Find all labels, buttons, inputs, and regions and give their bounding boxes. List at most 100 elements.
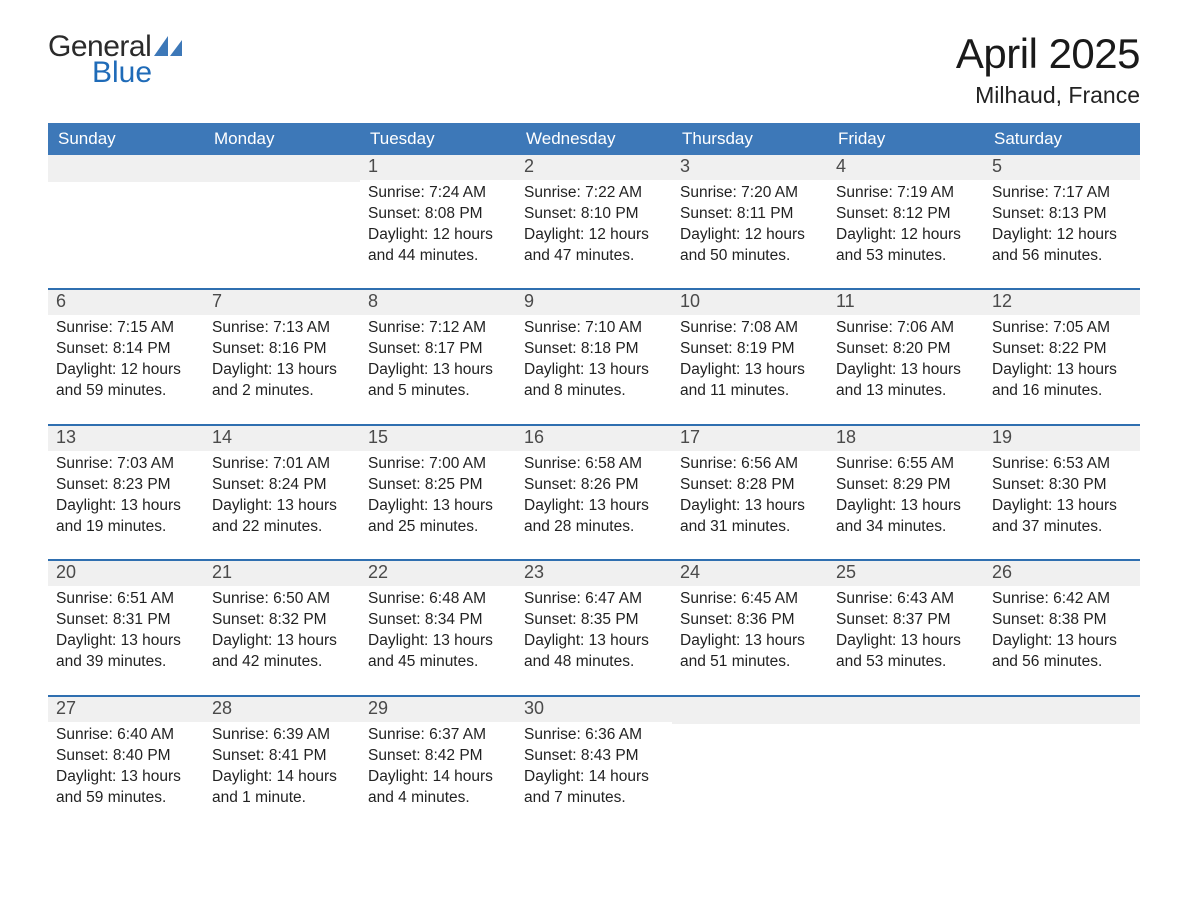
calendar-day: 28Sunrise: 6:39 AMSunset: 8:41 PMDayligh… [204, 696, 360, 830]
day-details: Sunrise: 7:13 AMSunset: 8:16 PMDaylight:… [204, 315, 360, 424]
day-number [48, 155, 204, 182]
weekday-header: Monday [204, 123, 360, 155]
day-details: Sunrise: 6:36 AMSunset: 8:43 PMDaylight:… [516, 722, 672, 831]
calendar-day: 3Sunrise: 7:20 AMSunset: 8:11 PMDaylight… [672, 155, 828, 289]
day-details [48, 182, 204, 207]
day-number: 26 [984, 561, 1140, 586]
brand-logo: General Blue [48, 30, 182, 90]
day-details [672, 724, 828, 749]
day-number: 29 [360, 697, 516, 722]
daylight-line: Daylight: 13 hours and 48 minutes. [524, 631, 664, 673]
sunset-line: Sunset: 8:24 PM [212, 475, 352, 496]
day-number: 13 [48, 426, 204, 451]
sunset-line: Sunset: 8:43 PM [524, 746, 664, 767]
calendar-week: 6Sunrise: 7:15 AMSunset: 8:14 PMDaylight… [48, 289, 1140, 424]
sunrise-line: Sunrise: 6:37 AM [368, 725, 508, 746]
sunset-line: Sunset: 8:40 PM [56, 746, 196, 767]
sunrise-line: Sunrise: 6:39 AM [212, 725, 352, 746]
sunrise-line: Sunrise: 6:51 AM [56, 589, 196, 610]
sunset-line: Sunset: 8:18 PM [524, 339, 664, 360]
daylight-line: Daylight: 13 hours and 13 minutes. [836, 360, 976, 402]
day-number: 12 [984, 290, 1140, 315]
day-number: 25 [828, 561, 984, 586]
day-number [828, 697, 984, 724]
sunset-line: Sunset: 8:22 PM [992, 339, 1132, 360]
sunset-line: Sunset: 8:10 PM [524, 204, 664, 225]
day-details: Sunrise: 6:56 AMSunset: 8:28 PMDaylight:… [672, 451, 828, 560]
daylight-line: Daylight: 12 hours and 47 minutes. [524, 225, 664, 267]
day-number: 17 [672, 426, 828, 451]
calendar-week: 1Sunrise: 7:24 AMSunset: 8:08 PMDaylight… [48, 155, 1140, 289]
daylight-line: Daylight: 13 hours and 8 minutes. [524, 360, 664, 402]
sunrise-line: Sunrise: 7:19 AM [836, 183, 976, 204]
daylight-line: Daylight: 12 hours and 59 minutes. [56, 360, 196, 402]
sunrise-line: Sunrise: 7:17 AM [992, 183, 1132, 204]
calendar-day: 20Sunrise: 6:51 AMSunset: 8:31 PMDayligh… [48, 560, 204, 695]
weekday-header: Friday [828, 123, 984, 155]
day-details: Sunrise: 7:01 AMSunset: 8:24 PMDaylight:… [204, 451, 360, 560]
day-number: 20 [48, 561, 204, 586]
calendar-day: 2Sunrise: 7:22 AMSunset: 8:10 PMDaylight… [516, 155, 672, 289]
calendar-day: 13Sunrise: 7:03 AMSunset: 8:23 PMDayligh… [48, 425, 204, 560]
sunset-line: Sunset: 8:13 PM [992, 204, 1132, 225]
daylight-line: Daylight: 13 hours and 59 minutes. [56, 767, 196, 809]
day-details: Sunrise: 6:50 AMSunset: 8:32 PMDaylight:… [204, 586, 360, 695]
sunset-line: Sunset: 8:31 PM [56, 610, 196, 631]
calendar-day: 21Sunrise: 6:50 AMSunset: 8:32 PMDayligh… [204, 560, 360, 695]
sunset-line: Sunset: 8:12 PM [836, 204, 976, 225]
calendar-day: 17Sunrise: 6:56 AMSunset: 8:28 PMDayligh… [672, 425, 828, 560]
sunset-line: Sunset: 8:08 PM [368, 204, 508, 225]
day-number: 19 [984, 426, 1140, 451]
brand-text: General Blue [48, 30, 182, 90]
daylight-line: Daylight: 13 hours and 34 minutes. [836, 496, 976, 538]
day-details: Sunrise: 7:20 AMSunset: 8:11 PMDaylight:… [672, 180, 828, 289]
daylight-line: Daylight: 13 hours and 42 minutes. [212, 631, 352, 673]
daylight-line: Daylight: 13 hours and 31 minutes. [680, 496, 820, 538]
day-number: 5 [984, 155, 1140, 180]
calendar-day: 8Sunrise: 7:12 AMSunset: 8:17 PMDaylight… [360, 289, 516, 424]
calendar-day: 24Sunrise: 6:45 AMSunset: 8:36 PMDayligh… [672, 560, 828, 695]
sunset-line: Sunset: 8:29 PM [836, 475, 976, 496]
sunset-line: Sunset: 8:16 PM [212, 339, 352, 360]
daylight-line: Daylight: 13 hours and 2 minutes. [212, 360, 352, 402]
sunrise-line: Sunrise: 6:43 AM [836, 589, 976, 610]
sunrise-line: Sunrise: 6:55 AM [836, 454, 976, 475]
day-number: 18 [828, 426, 984, 451]
day-number: 28 [204, 697, 360, 722]
day-number: 27 [48, 697, 204, 722]
sunset-line: Sunset: 8:19 PM [680, 339, 820, 360]
sunset-line: Sunset: 8:14 PM [56, 339, 196, 360]
day-details [984, 724, 1140, 749]
sunset-line: Sunset: 8:36 PM [680, 610, 820, 631]
day-number: 4 [828, 155, 984, 180]
day-details: Sunrise: 7:17 AMSunset: 8:13 PMDaylight:… [984, 180, 1140, 289]
day-number: 14 [204, 426, 360, 451]
day-details: Sunrise: 6:48 AMSunset: 8:34 PMDaylight:… [360, 586, 516, 695]
daylight-line: Daylight: 13 hours and 11 minutes. [680, 360, 820, 402]
day-number [984, 697, 1140, 724]
brand-word-2: Blue [92, 56, 182, 90]
day-number: 30 [516, 697, 672, 722]
sunrise-line: Sunrise: 6:40 AM [56, 725, 196, 746]
calendar-day: 29Sunrise: 6:37 AMSunset: 8:42 PMDayligh… [360, 696, 516, 830]
sunset-line: Sunset: 8:37 PM [836, 610, 976, 631]
sunrise-line: Sunrise: 6:45 AM [680, 589, 820, 610]
calendar-header: SundayMondayTuesdayWednesdayThursdayFrid… [48, 123, 1140, 155]
daylight-line: Daylight: 13 hours and 56 minutes. [992, 631, 1132, 673]
calendar-day: 30Sunrise: 6:36 AMSunset: 8:43 PMDayligh… [516, 696, 672, 830]
sunrise-line: Sunrise: 7:20 AM [680, 183, 820, 204]
calendar-day: 5Sunrise: 7:17 AMSunset: 8:13 PMDaylight… [984, 155, 1140, 289]
day-details: Sunrise: 6:51 AMSunset: 8:31 PMDaylight:… [48, 586, 204, 695]
weekday-row: SundayMondayTuesdayWednesdayThursdayFrid… [48, 123, 1140, 155]
title-block: April 2025 Milhaud, France [956, 30, 1140, 109]
sunset-line: Sunset: 8:30 PM [992, 475, 1132, 496]
calendar-week: 27 Sunrise: 6:40 AMSunset: 8:40 PMDayligh… [48, 696, 1140, 830]
calendar-day-empty [828, 696, 984, 830]
daylight-line: Daylight: 12 hours and 44 minutes. [368, 225, 508, 267]
calendar-day: 16Sunrise: 6:58 AMSunset: 8:26 PMDayligh… [516, 425, 672, 560]
calendar-page: General Blue April 2025 Milhaud, France … [0, 0, 1188, 918]
daylight-line: Daylight: 12 hours and 53 minutes. [836, 225, 976, 267]
calendar-table: SundayMondayTuesdayWednesdayThursdayFrid… [48, 123, 1140, 830]
calendar-day: 7Sunrise: 7:13 AMSunset: 8:16 PMDaylight… [204, 289, 360, 424]
day-details: Sunrise: 6:55 AMSunset: 8:29 PMDaylight:… [828, 451, 984, 560]
